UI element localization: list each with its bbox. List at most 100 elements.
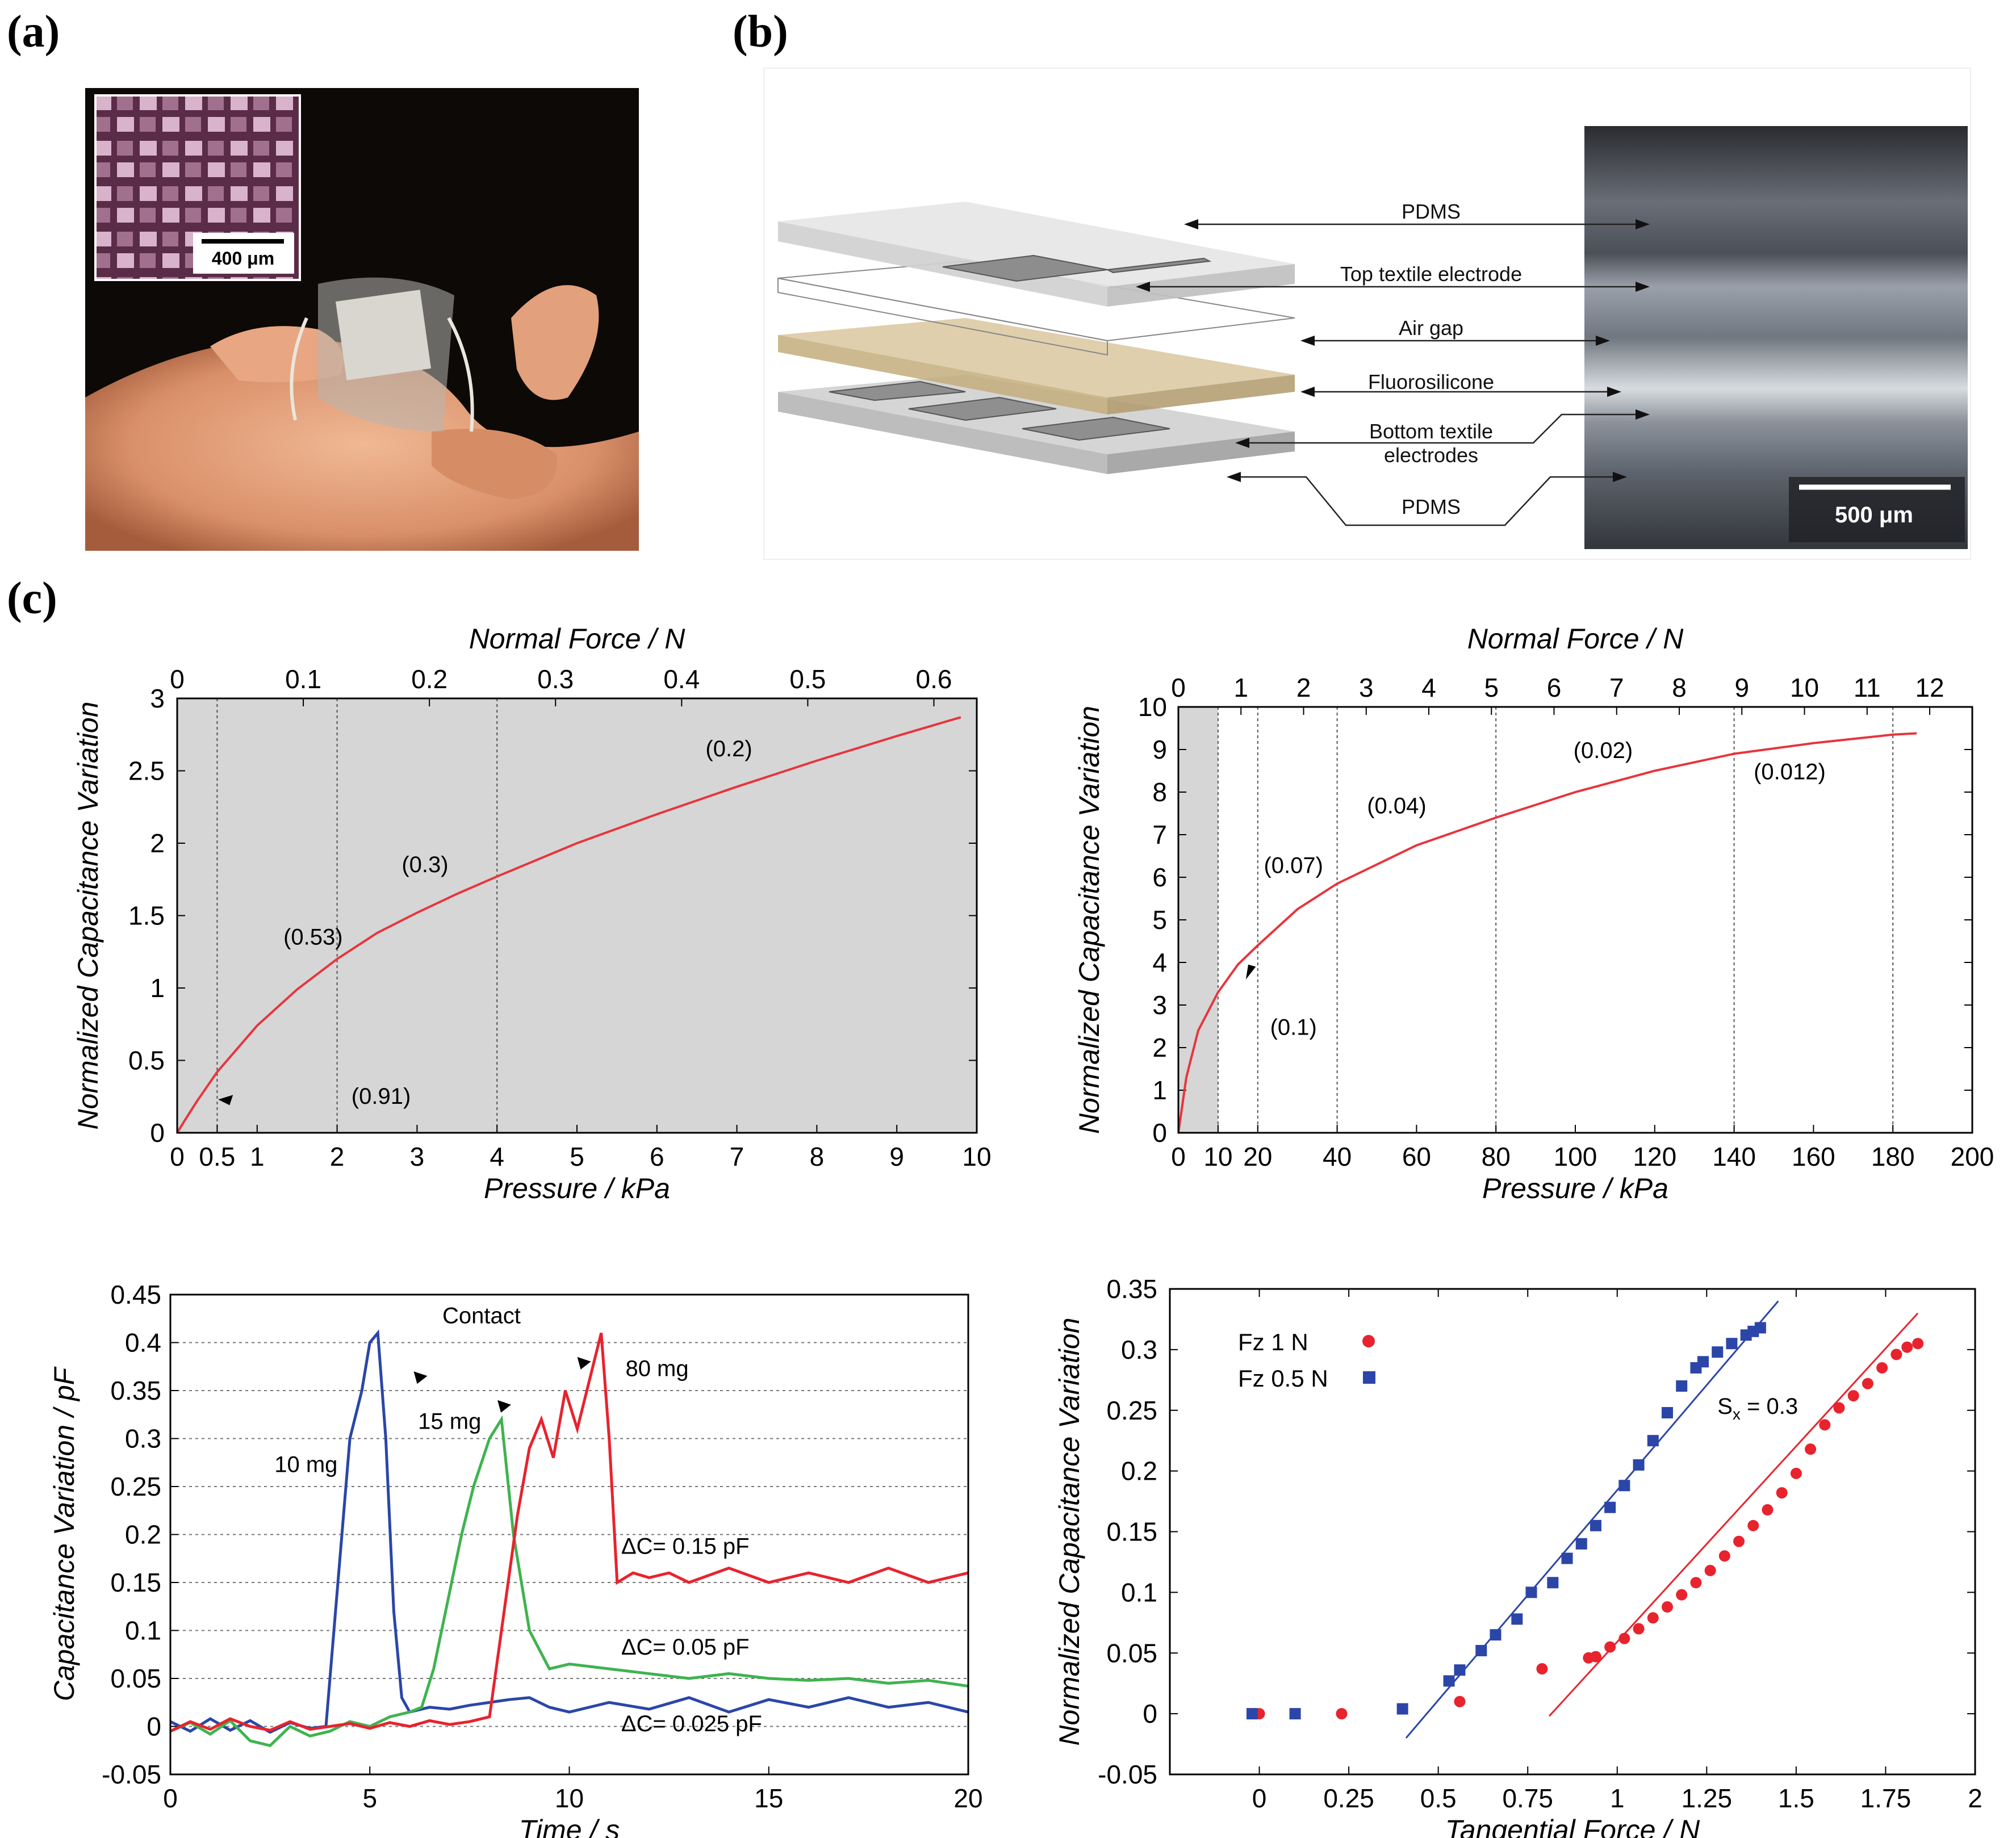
x-tick-label: 15 (754, 1783, 783, 1813)
x-tick-label: 120 (1633, 1142, 1676, 1171)
x-axis-title: Pressure / kPa (484, 1173, 670, 1204)
slope-annotation: (0.02) (1574, 738, 1633, 763)
x-tick-label: 0.5 (1420, 1783, 1457, 1813)
data-point-fz1 (1833, 1402, 1845, 1414)
x-tick-label: 7 (730, 1142, 745, 1171)
x-tick-label: 9 (889, 1142, 904, 1171)
x-tick-label: 10 (962, 1142, 991, 1171)
sx-value: = 0.3 (1741, 1394, 1798, 1419)
y-tick-label: 0.2 (1121, 1456, 1157, 1486)
series-annotation: 10 mg (274, 1452, 337, 1477)
data-point-fz05 (1754, 1322, 1766, 1334)
slope-annotation: (0.3) (401, 852, 448, 877)
x-tick-label: 200 (1951, 1142, 1994, 1171)
data-point-fz05 (1618, 1480, 1630, 1492)
x-tick-label: 80 (1482, 1142, 1511, 1171)
y-tick-label: 2 (1152, 1033, 1167, 1062)
inset-scale-label: 400 μm (212, 248, 274, 269)
y-tick-label: 2.5 (128, 756, 165, 786)
y-tick-label: 0 (1143, 1699, 1157, 1728)
data-point-fz05 (1697, 1356, 1709, 1368)
diagram-b: 500 μm PDMS Top textile electrod (763, 68, 1971, 560)
plot-frame (1177, 706, 1973, 1134)
data-point-fz1 (1762, 1504, 1774, 1516)
y-tick-label: 1.5 (128, 901, 165, 931)
layer-label-pdms-top: PDMS (1402, 200, 1461, 223)
data-point-fz1 (1704, 1564, 1716, 1576)
fit-line (1548, 1312, 1919, 1717)
data-point-fz1 (1633, 1623, 1645, 1635)
layer-label-fluorosilicone: Fluorosilicone (1368, 370, 1494, 393)
x-tick-label: 8 (810, 1142, 825, 1171)
y-tick-label: 5 (1152, 905, 1167, 935)
x2-tick-label: 5 (1484, 673, 1499, 702)
y-axis-title: Normalized Capacitance Variation (72, 701, 104, 1129)
chart-pressure-low: 0 0.5 1 2 3 4 5 6 7 8 9 10 0 0.1 0.2 0.3 0.4 0.5 0.6 0 0.5 1 1… (72, 623, 992, 1204)
series-annotation: ΔC= 0.05 pF (621, 1635, 750, 1660)
x-tick-label: 20 (953, 1783, 982, 1813)
annotation-arrow (577, 1356, 591, 1370)
y-tick-label: 0.3 (1121, 1335, 1157, 1364)
y-tick-label: 7 (1152, 820, 1167, 849)
data-point-fz1 (1890, 1349, 1902, 1360)
series-line-response (177, 716, 961, 1133)
slope-annotation: Sx = 0.3 (1717, 1394, 1798, 1423)
x2-tick-label: 0.6 (916, 664, 952, 694)
y-axis-title: Normalized Capacitance Variation (1073, 706, 1105, 1134)
y-tick-label: 1 (1152, 1075, 1167, 1105)
data-point-fz05 (1647, 1435, 1659, 1447)
data-point-fz05 (1561, 1552, 1573, 1564)
annotation-arrow (218, 1095, 233, 1106)
data-point-fz1 (1847, 1390, 1859, 1402)
data-point-fz1 (1590, 1651, 1601, 1663)
x-axis-title: Time / s (519, 1814, 620, 1838)
data-point-fz05 (1475, 1644, 1487, 1656)
data-point-fz05 (1547, 1577, 1559, 1589)
y-tick-label: 1 (150, 973, 165, 1003)
micrograph-scale-label: 500 μm (1835, 503, 1913, 527)
x2-tick-label: 0.1 (285, 664, 321, 694)
slope-annotation: (0.2) (705, 736, 752, 761)
data-point-fz05 (1712, 1346, 1724, 1358)
plot-frame (169, 1293, 969, 1776)
x2-tick-label: 0.2 (411, 664, 447, 694)
y-tick-label: 0 (147, 1712, 161, 1741)
annotation-arrow (1245, 964, 1256, 979)
data-point-fz05 (1443, 1675, 1455, 1687)
data-point-fz1 (1676, 1589, 1688, 1601)
data-point-fz1 (1862, 1378, 1873, 1389)
x-tick-label: 6 (650, 1142, 664, 1171)
slope-annotation: (0.012) (1754, 760, 1826, 785)
x-tick-label: 0.75 (1502, 1783, 1553, 1813)
y-tick-label: 0 (150, 1118, 165, 1148)
x-axis-title: Pressure / kPa (1482, 1173, 1668, 1204)
y-tick-label: 0.05 (110, 1664, 161, 1693)
y-tick-label: 9 (1152, 735, 1167, 764)
series-line-10-mg (170, 1329, 968, 1734)
series-line-15-mg (170, 1415, 968, 1748)
series-line-80-mg (170, 1332, 968, 1733)
y-tick-label: 0.3 (125, 1424, 161, 1454)
y-tick-label: 8 (1152, 777, 1167, 807)
x-tick-label: 60 (1402, 1142, 1431, 1171)
data-point-fz1 (1618, 1632, 1630, 1644)
data-point-fz1 (1819, 1419, 1831, 1431)
slope-annotation: (0.04) (1367, 794, 1427, 819)
slope-annotation: (0.1) (1270, 1015, 1317, 1040)
y-tick-label: 6 (1152, 863, 1167, 892)
x-tick-label: 10 (555, 1783, 584, 1813)
series-annotation: Contact (442, 1304, 521, 1329)
legend-marker-fz05 (1363, 1371, 1375, 1384)
x2-tick-label: 7 (1609, 673, 1624, 702)
data-point-fz05 (1590, 1519, 1601, 1531)
x-tick-label: 3 (410, 1142, 425, 1171)
fit-line (1405, 1300, 1779, 1739)
data-point-fz05 (1575, 1538, 1587, 1550)
x2-tick-label: 9 (1734, 673, 1749, 702)
y-tick-label: -0.05 (102, 1760, 161, 1789)
x-tick-label: 1.25 (1682, 1783, 1733, 1813)
series-annotation: 15 mg (418, 1409, 481, 1434)
panel-label-b: (b) (733, 7, 788, 57)
x-tick-label: 100 (1554, 1142, 1597, 1171)
